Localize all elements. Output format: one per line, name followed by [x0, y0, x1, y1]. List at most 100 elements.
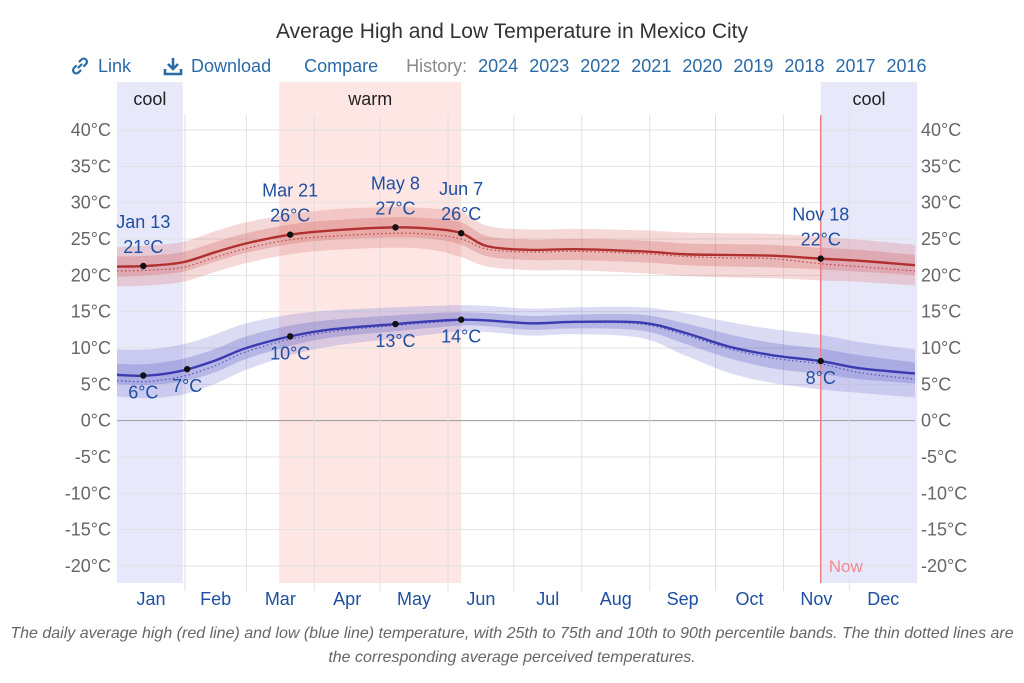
x-tick-label-may: May [397, 589, 431, 609]
x-tick-label-dec: Dec [867, 589, 899, 609]
y-tick-label-right: -10°C [921, 483, 967, 503]
y-tick-label-left: 10°C [71, 338, 111, 358]
link-button[interactable]: Link [70, 56, 131, 77]
x-axis: Jan Feb Mar Apr May Jun Jul Aug Sep Oct Nov Dec [136, 589, 899, 609]
download-button[interactable]: Download [163, 56, 271, 77]
toolbar: Link Download Compare History: 2024 2023 2… [70, 54, 927, 78]
history-label: History: [406, 55, 468, 76]
y-tick-label-left: 5°C [81, 374, 111, 394]
history-year-2017[interactable]: 2017 [835, 55, 876, 76]
x-tick-label-sep: Sep [667, 589, 699, 609]
annotation-date: Mar 21 [262, 181, 318, 201]
y-tick-label-right: -5°C [921, 447, 957, 467]
season-band-cool [820, 82, 918, 583]
annotation-point [286, 333, 294, 340]
annotation-point [140, 262, 147, 270]
y-tick-label-left: -5°C [75, 447, 111, 467]
link-label: Link [98, 55, 132, 76]
x-tick-label-feb: Feb [200, 589, 231, 609]
season-label-cool: cool [852, 89, 885, 109]
temperature-chart: cool warm cool Now Jan 13 21°C Mar 21 26°C May… [65, 82, 967, 609]
y-tick-label-right: 25°C [921, 229, 961, 249]
x-tick-label-jul: Jul [536, 589, 559, 609]
y-tick-label-left: 25°C [71, 229, 111, 249]
y-tick-label-left: 30°C [71, 193, 111, 213]
annotation-value: 22°C [801, 230, 841, 250]
history-year-2023[interactable]: 2023 [529, 55, 570, 76]
annotation-value: 26°C [270, 206, 310, 226]
annotation-point [286, 231, 294, 238]
history-year-2016[interactable]: 2016 [886, 55, 927, 76]
y-tick-label-right: 15°C [921, 302, 961, 322]
annotation-points: Jan 13 21°C Mar 21 26°C May 8 27°C Jun 7 26°C No… [116, 173, 849, 402]
x-tick-label-jun: Jun [466, 589, 495, 609]
season-bands: cool warm cool [117, 82, 918, 583]
y-tick-label-right: -15°C [921, 520, 967, 540]
annotation-value: 6°C [128, 383, 158, 403]
history-year-2024[interactable]: 2024 [478, 55, 519, 76]
now-marker: Now [819, 115, 864, 583]
x-tick-label-nov: Nov [800, 589, 832, 609]
annotation-value: 27°C [375, 198, 415, 218]
annotation-date: May 8 [371, 173, 420, 193]
y-tick-label-right: 30°C [921, 193, 961, 213]
link-icon [71, 57, 89, 75]
annotation-value: 7°C [172, 376, 202, 396]
annotation-point [817, 255, 824, 262]
y-tick-label-right: 10°C [921, 338, 961, 358]
history-years: 2024 2023 2022 2021 2020 2019 2018 2017 2016 [467, 56, 926, 77]
y-tick-label-right: 35°C [921, 156, 961, 176]
annotation-point [392, 320, 399, 328]
low-line [116, 318, 916, 378]
annotation-point [817, 357, 824, 365]
history-year-2021[interactable]: 2021 [631, 55, 672, 76]
history-year-2022[interactable]: 2022 [580, 55, 621, 76]
y-tick-label-left: 40°C [71, 120, 111, 140]
y-tick-label-left: 15°C [71, 302, 111, 322]
series-lines [116, 226, 916, 383]
download-icon [163, 58, 183, 76]
season-label-warm: warm [347, 89, 392, 109]
season-band-cool [117, 82, 183, 583]
history-year-2019[interactable]: 2019 [733, 55, 774, 76]
y-tick-label-left: 20°C [71, 265, 111, 285]
annotation-value: 26°C [441, 204, 481, 224]
y-tick-label-left: -15°C [65, 520, 111, 540]
x-tick-label-apr: Apr [333, 589, 361, 609]
y-axis-right: 40°C 35°C 30°C 25°C 20°C 15°C 10°C 5°C 0°C -5°C -1… [921, 120, 967, 576]
y-tick-label-right: -20°C [921, 556, 967, 576]
history-year-2020[interactable]: 2020 [682, 55, 723, 76]
annotation-date: Nov 18 [792, 205, 849, 225]
annotation-point [457, 316, 465, 323]
history-year-2018[interactable]: 2018 [784, 55, 825, 76]
annotation-value: 8°C [806, 368, 836, 388]
season-label-cool: cool [133, 89, 166, 109]
low-perceived-line [116, 319, 916, 383]
annotation-value: 13°C [375, 331, 415, 351]
annotation-point [392, 224, 399, 231]
y-tick-label-right: 0°C [921, 411, 951, 431]
annotation-value: 14°C [441, 327, 481, 347]
annotation-point [457, 229, 465, 237]
x-tick-label-jan: Jan [136, 589, 165, 609]
x-tick-label-mar: Mar [265, 589, 296, 609]
y-tick-label-right: 20°C [921, 265, 961, 285]
x-tick-label-aug: Aug [600, 589, 632, 609]
annotation-value: 10°C [270, 343, 310, 363]
compare-label: Compare [304, 55, 379, 76]
y-axis-left: 40°C 35°C 30°C 25°C 20°C 15°C 10°C 5°C 0°C -5°C -1… [65, 120, 111, 576]
high-line [116, 226, 916, 268]
y-tick-label-right: 40°C [921, 120, 961, 140]
chart-caption: The daily average high (red line) and lo… [10, 625, 1014, 666]
annotation-value: 21°C [123, 237, 163, 257]
high-band-10-90 [117, 207, 915, 287]
download-label: Download [191, 55, 272, 76]
y-tick-label-left: -20°C [65, 556, 111, 576]
annotation-date: Jun 7 [439, 179, 483, 199]
annotation-date: Jan 13 [116, 212, 170, 232]
compare-button[interactable]: Compare [304, 56, 378, 77]
chart-title: Average High and Low Temperature in Mexi… [276, 20, 748, 43]
now-label: Now [829, 557, 864, 576]
y-tick-label-left: 35°C [71, 156, 111, 176]
y-tick-label-right: 5°C [921, 374, 951, 394]
